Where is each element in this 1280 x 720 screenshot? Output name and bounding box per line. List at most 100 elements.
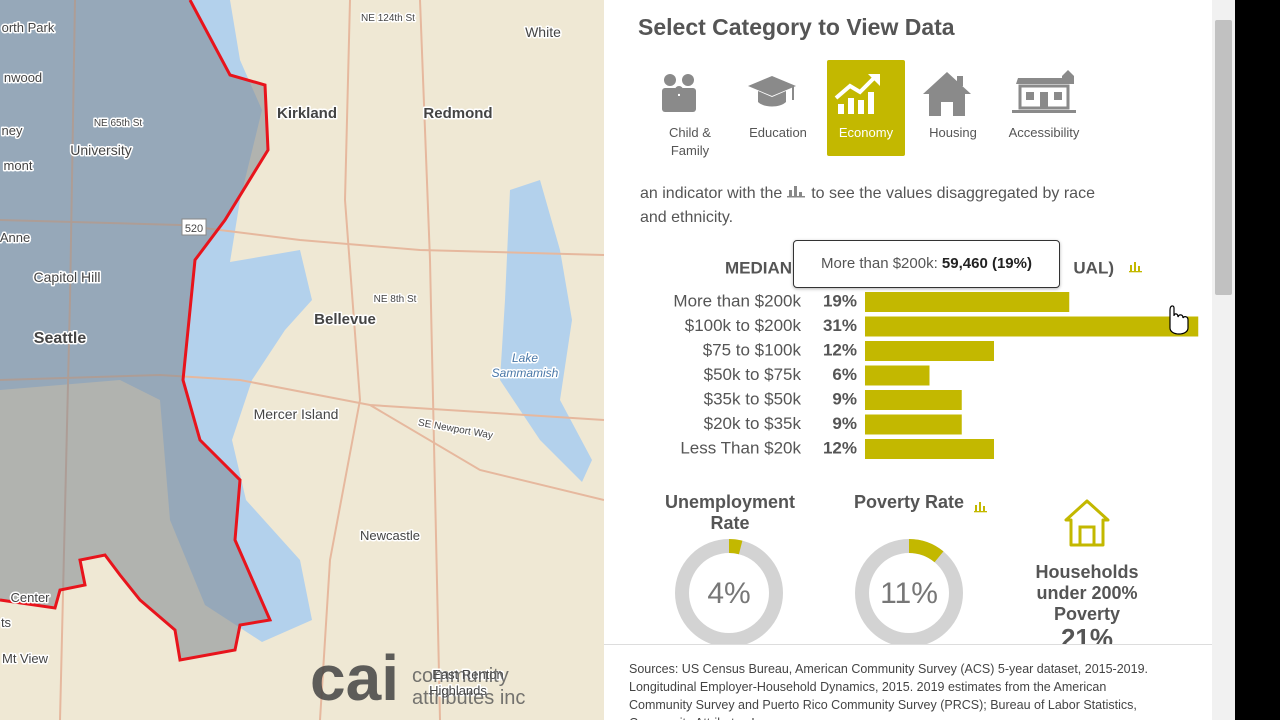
tab-icon <box>1012 70 1076 113</box>
chart-icon[interactable] <box>974 502 987 513</box>
map-label: Mercer Island <box>254 406 339 422</box>
tab-label: Accessibility <box>1008 125 1080 140</box>
bar-category-label: $35k to $50k <box>704 389 802 408</box>
map-label: Newcastle <box>360 528 420 543</box>
tab-icon <box>662 74 696 112</box>
map-label: Seattle <box>34 330 87 347</box>
mouse-cursor <box>1169 305 1189 335</box>
bar-category-label: $75 to $100k <box>703 340 802 359</box>
map-label: Center <box>10 590 50 605</box>
map[interactable]: White Kirkland Redmond University Capito… <box>0 0 604 720</box>
highway-shield <box>181 218 207 236</box>
bar[interactable] <box>865 341 994 361</box>
donut-label: 11% <box>880 577 938 610</box>
tab-label: Economy <box>838 125 894 140</box>
chart-icon[interactable] <box>1129 262 1142 273</box>
screen-edge <box>1235 0 1280 720</box>
map-label: Redmond <box>423 105 492 122</box>
category-tab[interactable]: Child & Family <box>651 60 729 158</box>
map-label: Kirkland <box>277 105 337 122</box>
indicator-title: Poverty Rate <box>853 492 965 512</box>
map-label: Anne <box>0 230 30 245</box>
map-label: Sammamish <box>492 366 559 380</box>
logo-text: community <box>412 665 509 687</box>
logo-text: attributes inc <box>412 687 525 709</box>
street-label: NE 65th St <box>94 118 143 129</box>
households-icon <box>1064 499 1110 547</box>
bar[interactable] <box>865 414 962 435</box>
panel-content: an indicator with the to see the values … <box>604 170 1212 645</box>
chart-icon <box>786 186 805 198</box>
tooltip-label: More than $200k: <box>821 255 938 272</box>
bar-value-label: 9% <box>832 414 857 433</box>
tab-icon <box>923 72 971 116</box>
bar[interactable] <box>865 439 994 459</box>
category-tab[interactable]: Economy <box>827 60 905 156</box>
sources-text: Sources: US Census Bureau, American Comm… <box>629 662 1148 720</box>
bar-category-label: $20k to $35k <box>704 414 802 433</box>
map-label: Mt View <box>2 651 49 666</box>
street-label: NE 124th St <box>361 13 415 24</box>
indicator-title: Unemployment Rate <box>664 492 796 533</box>
bar-value-label: 6% <box>832 365 857 384</box>
chart-title: UAL) <box>1073 258 1114 277</box>
donut-label: 4% <box>707 577 750 610</box>
bar-category-label: More than $200k <box>673 291 801 310</box>
bar-value-label: 12% <box>823 438 857 457</box>
map-label: Capitol Hill <box>34 269 101 285</box>
bar-category-label: $100k to $200k <box>685 316 802 335</box>
households-value: 21% <box>1060 623 1114 645</box>
tab-icon <box>834 74 880 114</box>
bar[interactable] <box>865 390 962 410</box>
category-tab[interactable]: Housing <box>914 60 992 156</box>
lake-sammamish <box>500 180 592 482</box>
category-tab[interactable]: Accessibility <box>998 60 1090 156</box>
income-chart: MEDIAN UAL) More than $200k 19% $100k to $… <box>673 258 1199 645</box>
intro-text: to see the values disaggregated by race <box>811 185 1095 202</box>
map-label: mont <box>4 158 33 173</box>
households-title: Households under 200% Poverty <box>1035 562 1139 624</box>
map-label: Bellevue <box>314 311 376 328</box>
map-label: orth Park <box>2 20 55 35</box>
mercer-island <box>248 414 300 470</box>
bar-value-label: 12% <box>823 340 857 359</box>
bar-value-label: 31% <box>823 316 857 335</box>
map-label: Highlands <box>429 683 487 698</box>
tab-icon <box>748 76 796 107</box>
panel-title: Select Category to View Data <box>638 14 955 40</box>
tab-label: Housing <box>929 125 977 140</box>
bar[interactable] <box>865 316 1199 337</box>
households-icon <box>1078 525 1096 547</box>
intro-text: an indicator with the <box>640 185 783 202</box>
highway-label: 520 <box>185 223 203 235</box>
bar-value-label: 9% <box>832 389 857 408</box>
chart-title: MEDIAN <box>725 258 792 277</box>
bar[interactable] <box>865 292 1070 312</box>
sources: Sources: US Census Bureau, American Comm… <box>604 644 1212 720</box>
donut-arc <box>675 539 783 645</box>
selected-area[interactable] <box>0 0 270 660</box>
scrollbar-thumb[interactable] <box>1215 20 1232 295</box>
tab-label: Child & Family <box>669 125 711 158</box>
street-label: NE 8th St <box>374 294 417 305</box>
map-label: ts <box>1 615 12 630</box>
bar-category-label: $50k to $75k <box>704 365 802 384</box>
bar-category-label: Less Than $20k <box>680 438 801 457</box>
map-label: East Renton <box>432 667 504 682</box>
scrollbar[interactable] <box>1212 0 1235 720</box>
map-label: Lake <box>512 351 538 365</box>
data-panel: Select Category to View Data an indicato… <box>604 0 1212 720</box>
intro-text: and ethnicity. <box>640 209 734 226</box>
bar-value-label: 19% <box>823 291 857 310</box>
category-tab[interactable]: Education <box>739 60 817 156</box>
logo-mark: cai <box>310 642 399 714</box>
donut-arc <box>855 539 963 645</box>
tab-label: Education <box>749 125 807 140</box>
map-label: University <box>70 142 131 158</box>
map-label: ney <box>2 123 23 138</box>
bar[interactable] <box>865 365 930 386</box>
map-label: White <box>525 24 561 40</box>
tooltip-value: 59,460 (19%) <box>941 255 1032 272</box>
intro-text: an indicator with the to see the values … <box>640 182 1180 230</box>
